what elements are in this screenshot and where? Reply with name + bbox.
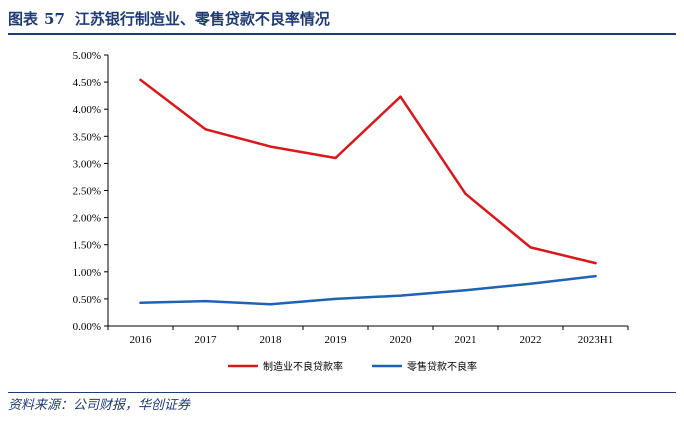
data-point bbox=[399, 95, 402, 98]
data-point bbox=[204, 128, 207, 131]
title-rule bbox=[8, 33, 676, 35]
y-tick-label: 2.00% bbox=[73, 213, 101, 225]
series-line-2 bbox=[139, 274, 597, 306]
data-point bbox=[269, 145, 272, 148]
data-point bbox=[464, 289, 467, 292]
figure-label: 图表 bbox=[8, 10, 39, 28]
y-tick-label: 5.00% bbox=[73, 50, 101, 62]
y-tick-label: 2.50% bbox=[73, 186, 101, 198]
data-point bbox=[594, 261, 597, 265]
figure-title: 图表 57 江苏银行制造业、零售贷款不良率情况 bbox=[8, 6, 330, 32]
x-tick-label: 2016 bbox=[130, 334, 153, 346]
data-point bbox=[334, 156, 337, 160]
y-tick-label: 1.00% bbox=[73, 267, 101, 279]
chart-axes: 0.00% 0.50% 1.00% 1.50% 2.00% 2.50% 3.00% 3.50%… bbox=[73, 50, 629, 346]
y-tick-label: 1.50% bbox=[73, 240, 101, 252]
series-line-1 bbox=[139, 78, 597, 265]
x-tick-label: 2018 bbox=[260, 334, 283, 346]
data-point bbox=[139, 301, 142, 304]
chart-legend: 制造业不良贷款率 零售贷款不良率 bbox=[228, 360, 477, 373]
figure-number: 57 bbox=[44, 10, 65, 28]
data-point bbox=[204, 299, 207, 303]
x-tick-label: 2020 bbox=[390, 334, 413, 346]
x-tick-label: 2023H1 bbox=[578, 334, 613, 346]
y-tick-label: 3.50% bbox=[73, 131, 101, 143]
data-point bbox=[334, 297, 337, 301]
y-tick-label: 0.50% bbox=[73, 294, 101, 306]
legend-label-1: 制造业不良贷款率 bbox=[263, 360, 343, 373]
chart-series bbox=[139, 78, 597, 306]
data-point bbox=[529, 282, 532, 285]
data-point bbox=[269, 303, 272, 306]
legend-label-2: 零售贷款不良率 bbox=[407, 360, 477, 373]
figure-title-text: 江苏银行制造业、零售贷款不良率情况 bbox=[74, 10, 330, 28]
x-tick-label: 2021 bbox=[455, 334, 477, 346]
data-point bbox=[594, 274, 597, 278]
x-tick-label: 2017 bbox=[195, 334, 218, 346]
source-rule bbox=[8, 392, 676, 393]
data-point bbox=[464, 192, 467, 195]
data-point bbox=[529, 246, 532, 249]
y-tick-label: 3.00% bbox=[73, 158, 101, 170]
y-tick-label: 0.00% bbox=[73, 321, 101, 333]
y-tick-label: 4.00% bbox=[73, 104, 101, 116]
data-point bbox=[139, 78, 142, 82]
data-point bbox=[399, 294, 402, 297]
source-note: 资料来源：公司财报，华创证券 bbox=[8, 398, 191, 413]
x-tick-label: 2022 bbox=[520, 334, 542, 346]
x-tick-label: 2019 bbox=[325, 334, 348, 346]
y-tick-label: 4.50% bbox=[73, 77, 101, 89]
